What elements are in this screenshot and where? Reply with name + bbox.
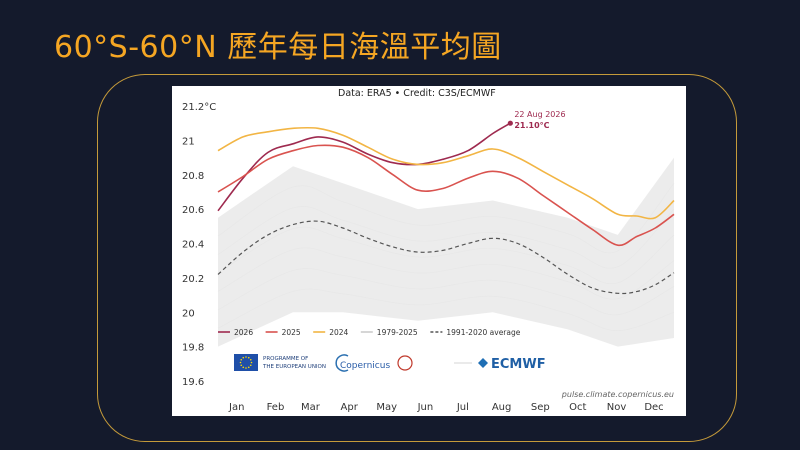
y-tick-label: 20.8 <box>182 171 204 182</box>
eu-star <box>242 356 245 359</box>
y-tick-label: 19.6 <box>182 377 204 388</box>
y-tick-label: 21 <box>182 136 195 147</box>
copernicus-logo-text: Copernicus <box>340 361 390 371</box>
history-band-1979-2025 <box>218 157 674 347</box>
eu-star <box>242 366 245 369</box>
legend-label: 2024 <box>329 328 348 337</box>
x-tick-label: Nov <box>607 402 627 413</box>
annotation-layer: 22 Aug 2026 21.10°C <box>507 110 566 130</box>
eu-star <box>245 367 247 369</box>
x-tick-label: Mar <box>301 402 321 413</box>
eu-flag-icon <box>234 354 258 371</box>
legend-label: 2026 <box>234 328 253 337</box>
legend-item: 1991-2020 average <box>430 328 521 337</box>
x-tick-label: Dec <box>644 402 663 413</box>
y-tick-label: 19.8 <box>182 343 204 354</box>
history-line <box>217 226 675 285</box>
y-tick-label: 21.2°C <box>182 102 216 113</box>
eu-star <box>250 361 253 364</box>
eu-star <box>240 364 243 367</box>
legend-label: 1991-2020 average <box>446 328 520 337</box>
eu-star <box>245 356 247 358</box>
slide-frame <box>97 74 737 442</box>
source-url: pulse.climate.copernicus.eu <box>561 390 674 399</box>
legend-item: 2025 <box>265 328 301 337</box>
eu-star <box>249 364 252 367</box>
ecmwf-logo-text: ECMWF <box>491 357 546 372</box>
eu-star <box>247 366 250 369</box>
eu-star <box>240 358 243 361</box>
series-layer <box>217 122 675 295</box>
eu-star <box>249 358 252 361</box>
slide-title: 60°S-60°N 歷年每日海溫平均圖 <box>54 30 502 65</box>
latest-point-marker <box>507 120 513 126</box>
annotation-date: 22 Aug 2026 <box>514 110 565 119</box>
y-tick-label: 20.2 <box>182 274 204 285</box>
x-tick-label: Jan <box>228 402 244 413</box>
x-tick-label: Sep <box>531 402 550 413</box>
x-tick-label: Feb <box>267 402 285 413</box>
x-tick-label: May <box>376 402 397 413</box>
x-tick-label: Jul <box>456 402 469 413</box>
history-line <box>217 247 675 300</box>
logo-strip: PROGRAMME OF THE EUROPEAN UNION Copernicus… <box>234 354 546 372</box>
eu-star <box>239 361 242 364</box>
x-tick-label: Oct <box>569 402 586 413</box>
chart-legend: 2026 2025 2024 1979-2025 1991-2020 average <box>218 328 521 337</box>
eu-program-text: THE EUROPEAN UNION <box>262 364 326 370</box>
history-line <box>217 183 675 254</box>
copernicus-logo-icon <box>335 354 349 372</box>
x-tick-label: Aug <box>492 402 512 413</box>
history-band-layer <box>217 157 675 347</box>
legend-label: 1979-2025 <box>377 328 418 337</box>
history-line <box>217 268 675 316</box>
climate-service-logo-icon <box>397 355 413 371</box>
chart-panel: 22 Aug 2026 21.10°C 21.2°C 21 20.8 20.6 20.4 2… <box>172 86 686 416</box>
series-line-2024 <box>217 126 675 220</box>
annotation-value: 21.10°C <box>514 121 549 130</box>
y-tick-label: 20.4 <box>182 240 204 251</box>
series-line-1991-2020-average <box>217 220 675 295</box>
legend-item: 2026 <box>218 328 253 337</box>
y-tick-label: 20 <box>182 308 195 319</box>
eu-program-text: PROGRAMME OF <box>263 356 308 362</box>
x-tick-label: Apr <box>341 402 359 413</box>
ecmwf-logo-icon <box>478 358 488 368</box>
chart-credit: Data: ERA5 • Credit: C3S/ECMWF <box>338 88 496 99</box>
y-tick-labels: 21.2°C 21 20.8 20.6 20.4 20.2 20 19.8 19.6 <box>182 102 216 388</box>
legend-item: 2024 <box>313 328 349 337</box>
history-line <box>217 206 675 269</box>
legend-label: 2025 <box>282 328 301 337</box>
legend-item: 1979-2025 <box>360 328 418 337</box>
x-tick-label: Jun <box>417 402 434 413</box>
series-line-2025 <box>217 144 675 247</box>
eu-star <box>247 356 250 359</box>
x-tick-labels: Jan Feb Mar Apr May Jun Jul Aug Sep Oct Nov Dec <box>228 402 664 413</box>
y-tick-label: 20.6 <box>182 205 204 216</box>
series-line-2026 <box>217 122 511 212</box>
history-line <box>217 288 675 332</box>
